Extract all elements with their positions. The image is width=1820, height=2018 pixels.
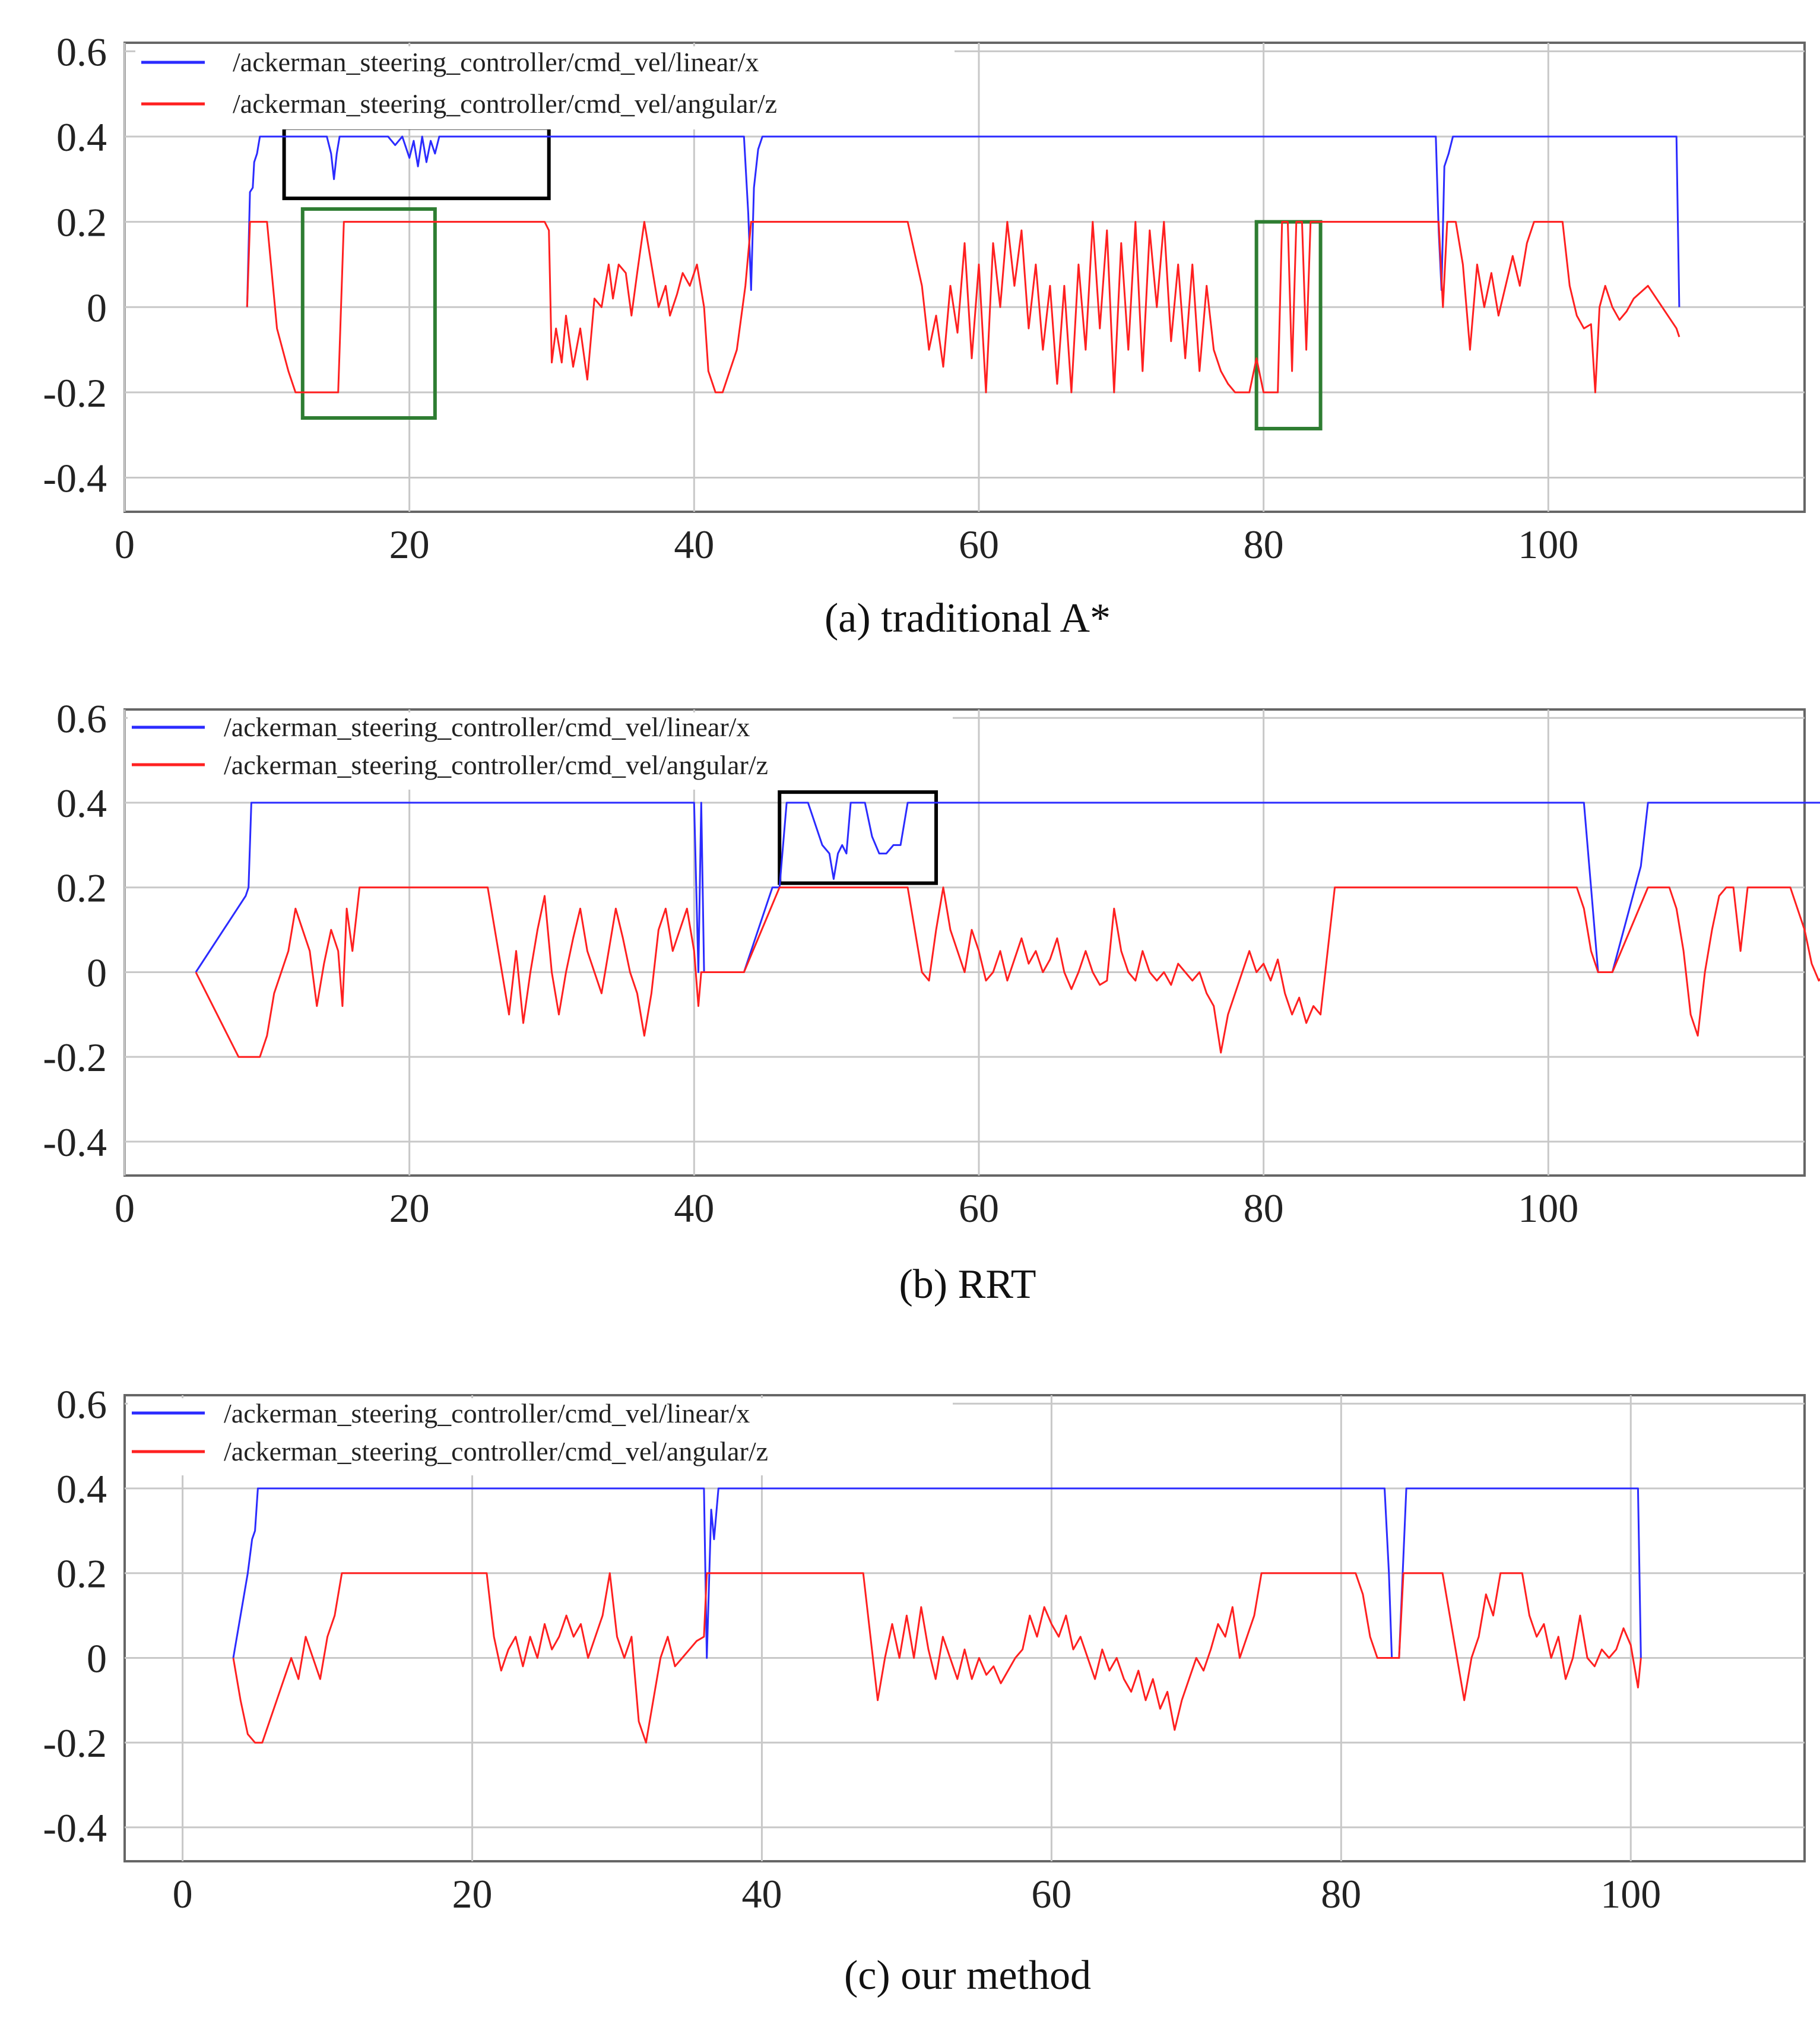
highlight-boxes [778,790,938,885]
x-tick-label: 0 [115,1186,135,1231]
y-tick-label: 0.4 [56,1466,107,1512]
series-lines [246,135,1681,394]
x-tick-label: 60 [1031,1871,1071,1916]
green-highlight-box [300,207,437,420]
x-tick-label: 20 [452,1871,493,1916]
y-tick-label: 0.4 [56,115,107,160]
legend-angular-label: /ackerman_steering_controller/cmd_vel/an… [224,750,768,780]
y-tick-label: -0.4 [43,456,107,501]
y-tick-label: 0.6 [56,696,107,741]
legend: /ackerman_steering_controller/cmd_vel/li… [135,46,955,129]
legend-linear-label: /ackerman_steering_controller/cmd_vel/li… [224,712,750,742]
panel-c: 0 20 40 60 80 100 0.6 0.4 0.2 0 -0.2 -0.4 /ackerman… [43,1382,1806,1998]
x-tick-label: 20 [389,522,430,567]
x-tick-label: 0 [115,522,135,567]
black-highlight-box [778,790,938,885]
legend-linear-label: /ackerman_steering_controller/cmd_vel/li… [233,47,759,77]
y-tick-label: 0 [87,950,107,995]
tick-labels: 0 20 40 60 80 100 0.6 0.4 0.2 0 -0.2 -0.4 [43,1382,1661,1916]
series-angular-z-line [246,221,1681,394]
series-angular-z-line [232,1572,1642,1744]
x-tick-label: 40 [674,522,714,567]
y-tick-label: 0.6 [56,29,107,74]
x-tick-label: 40 [674,1186,714,1231]
y-tick-label: -0.4 [43,1805,107,1851]
y-tick-label: 0.6 [56,1382,107,1427]
tick-labels: 0 20 40 60 80 100 0.6 0.4 0.2 0 -0.2 -0.4 [43,696,1578,1231]
panel-caption: (c) our method [844,1953,1091,1998]
legend-angular-label: /ackerman_steering_controller/cmd_vel/an… [233,88,777,119]
y-tick-label: 0.2 [56,200,107,245]
panel-caption: (b) RRT [899,1262,1036,1307]
x-tick-label: 100 [1600,1871,1661,1916]
x-tick-label: 80 [1244,1186,1284,1231]
legend: /ackerman_steering_controller/cmd_vel/li… [128,712,953,790]
x-tick-label: 60 [959,1186,999,1231]
y-tick-label: -0.2 [43,1035,107,1080]
x-tick-label: 20 [389,1186,430,1231]
series-linear-x-line [195,802,1820,973]
x-tick-label: 0 [173,1871,193,1916]
legend-background [135,46,955,129]
legend-angular-label: /ackerman_steering_controller/cmd_vel/an… [224,1436,768,1466]
y-tick-label: 0.2 [56,1551,107,1596]
y-tick-label: -0.2 [43,370,107,416]
x-tick-label: 100 [1518,1186,1578,1231]
y-tick-label: -0.2 [43,1721,107,1766]
series-lines [232,1487,1642,1744]
y-tick-label: 0.4 [56,781,107,826]
series-lines [195,802,1820,1058]
tick-labels: 0 20 40 60 80 100 0.6 0.4 0.2 0 -0.2 -0.4 [43,29,1578,567]
y-tick-label: -0.4 [43,1120,107,1165]
legend-background [128,1398,953,1475]
legend: /ackerman_steering_controller/cmd_vel/li… [128,1398,953,1475]
y-tick-label: 0 [87,285,107,330]
x-tick-label: 60 [959,522,999,567]
x-tick-label: 40 [741,1871,782,1916]
panel-a: 0 20 40 60 80 100 0.6 0.4 0.2 0 -0.2 -0.4 /ackerman… [43,29,1806,641]
legend-linear-label: /ackerman_steering_controller/cmd_vel/li… [224,1398,750,1428]
y-tick-label: 0 [87,1636,107,1681]
x-tick-label: 80 [1244,522,1284,567]
series-angular-z-line [195,886,1820,1058]
legend-background [128,712,953,790]
x-tick-label: 100 [1518,522,1578,567]
y-tick-label: 0.2 [56,866,107,911]
x-tick-label: 80 [1321,1871,1361,1916]
panel-caption: (a) traditional A* [825,595,1111,641]
panel-b: 0 20 40 60 80 100 0.6 0.4 0.2 0 -0.2 -0.4 /ackerman… [43,696,1820,1307]
